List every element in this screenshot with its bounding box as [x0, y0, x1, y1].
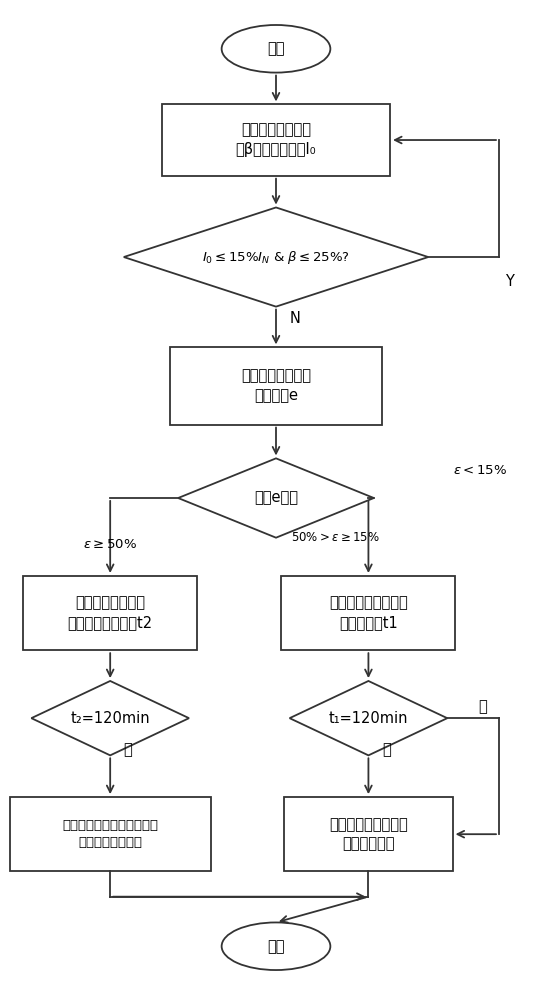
- Polygon shape: [178, 458, 374, 538]
- Text: 启动低压无功补偿
装置，并累计时间t2: 启动低压无功补偿 装置，并累计时间t2: [67, 596, 153, 630]
- Bar: [170, 347, 382, 425]
- Polygon shape: [290, 681, 447, 755]
- Polygon shape: [31, 681, 189, 755]
- Text: 是: 是: [382, 742, 391, 757]
- Bar: [162, 104, 390, 176]
- Text: 判断e大小: 判断e大小: [254, 491, 298, 506]
- Text: 否: 否: [478, 699, 487, 714]
- Text: $\varepsilon \geq 50\%$: $\varepsilon \geq 50\%$: [83, 538, 137, 551]
- Text: 是: 是: [124, 742, 132, 757]
- Text: $I_0 \leq 15\%I_N$ & $\beta \leq 25\%$?: $I_0 \leq 15\%I_N$ & $\beta \leq 25\%$?: [202, 249, 350, 266]
- Text: N: N: [290, 311, 300, 326]
- Text: 实时计算配变负载
率β、中性点电流I₀: 实时计算配变负载 率β、中性点电流I₀: [236, 123, 316, 157]
- Text: 启动二级风险预警，
限时调整负荷: 启动二级风险预警， 限时调整负荷: [329, 817, 408, 852]
- Bar: [282, 576, 455, 650]
- Ellipse shape: [222, 25, 330, 73]
- Ellipse shape: [222, 922, 330, 970]
- Text: 结束: 结束: [267, 939, 285, 954]
- Bar: [23, 576, 197, 650]
- Text: t₁=120min: t₁=120min: [328, 711, 408, 726]
- Text: 计算配变低压三相
不平衡度e: 计算配变低压三相 不平衡度e: [241, 369, 311, 403]
- Text: 开始: 开始: [267, 41, 285, 56]
- Text: $50\%>\varepsilon \geq 15\%$: $50\%>\varepsilon \geq 15\%$: [291, 531, 380, 544]
- Text: Y: Y: [505, 274, 514, 289]
- Text: $\varepsilon <15\%$: $\varepsilon <15\%$: [453, 464, 507, 477]
- Text: 启动三级风险预警，
并累计时间t1: 启动三级风险预警， 并累计时间t1: [329, 596, 408, 630]
- Bar: [284, 797, 453, 871]
- Bar: [9, 797, 211, 871]
- Text: 最大相负荷循环切除策略，
启动一级风险预警: 最大相负荷循环切除策略， 启动一级风险预警: [62, 819, 158, 849]
- Text: t₂=120min: t₂=120min: [70, 711, 150, 726]
- Polygon shape: [124, 207, 428, 307]
